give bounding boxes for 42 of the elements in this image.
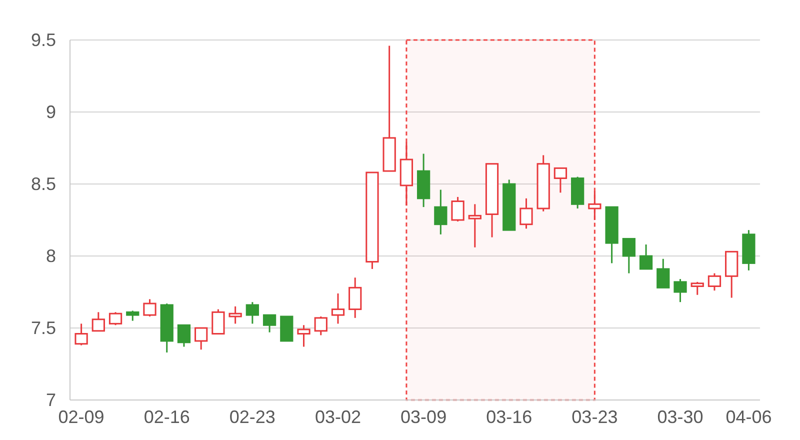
candlestick (126, 310, 140, 322)
candlestick (708, 272, 722, 292)
candlestick (246, 301, 259, 324)
candlestick (194, 327, 208, 350)
candlestick (451, 196, 464, 222)
x-tick-label: 02-16 (144, 406, 190, 427)
y-tick-label: 8.5 (30, 174, 56, 194)
candlestick (690, 281, 704, 296)
candlestick (92, 311, 105, 332)
y-tick-label: 9.5 (30, 30, 56, 50)
y-tick-label: 8 (46, 246, 56, 266)
candlestick (656, 258, 670, 288)
candlestick (520, 198, 533, 230)
candlestick (639, 244, 653, 270)
candlestick (177, 324, 191, 348)
x-tick-label: 03-23 (572, 406, 618, 427)
x-tick-label: 02-09 (58, 406, 104, 427)
x-tick-label: 03-02 (314, 406, 362, 427)
candlestick (554, 167, 568, 194)
candlestick (143, 298, 156, 318)
candlestick (314, 316, 328, 336)
candlestick (212, 308, 225, 335)
x-tick-label: 03-30 (657, 406, 704, 427)
candlestick (434, 189, 448, 236)
candlestick (74, 322, 88, 346)
candlestick (468, 203, 482, 248)
candlestick (588, 190, 602, 221)
candlestick (622, 238, 636, 274)
x-tick-label: 03-16 (486, 406, 532, 427)
y-tick-label: 9 (46, 102, 56, 122)
candlestick (228, 306, 242, 324)
candlestick (108, 311, 122, 326)
y-tick-label: 7.5 (30, 318, 56, 338)
y-tick-label: 7 (46, 390, 56, 410)
candlestick (297, 324, 310, 348)
candlestick (262, 314, 276, 334)
x-tick-label: 03-09 (400, 406, 447, 427)
x-tick-label: 02-23 (229, 406, 276, 427)
candlestick (331, 292, 345, 324)
candlestick (348, 276, 362, 319)
candlestick (674, 278, 687, 303)
x-tick-label: 04-06 (726, 406, 772, 427)
